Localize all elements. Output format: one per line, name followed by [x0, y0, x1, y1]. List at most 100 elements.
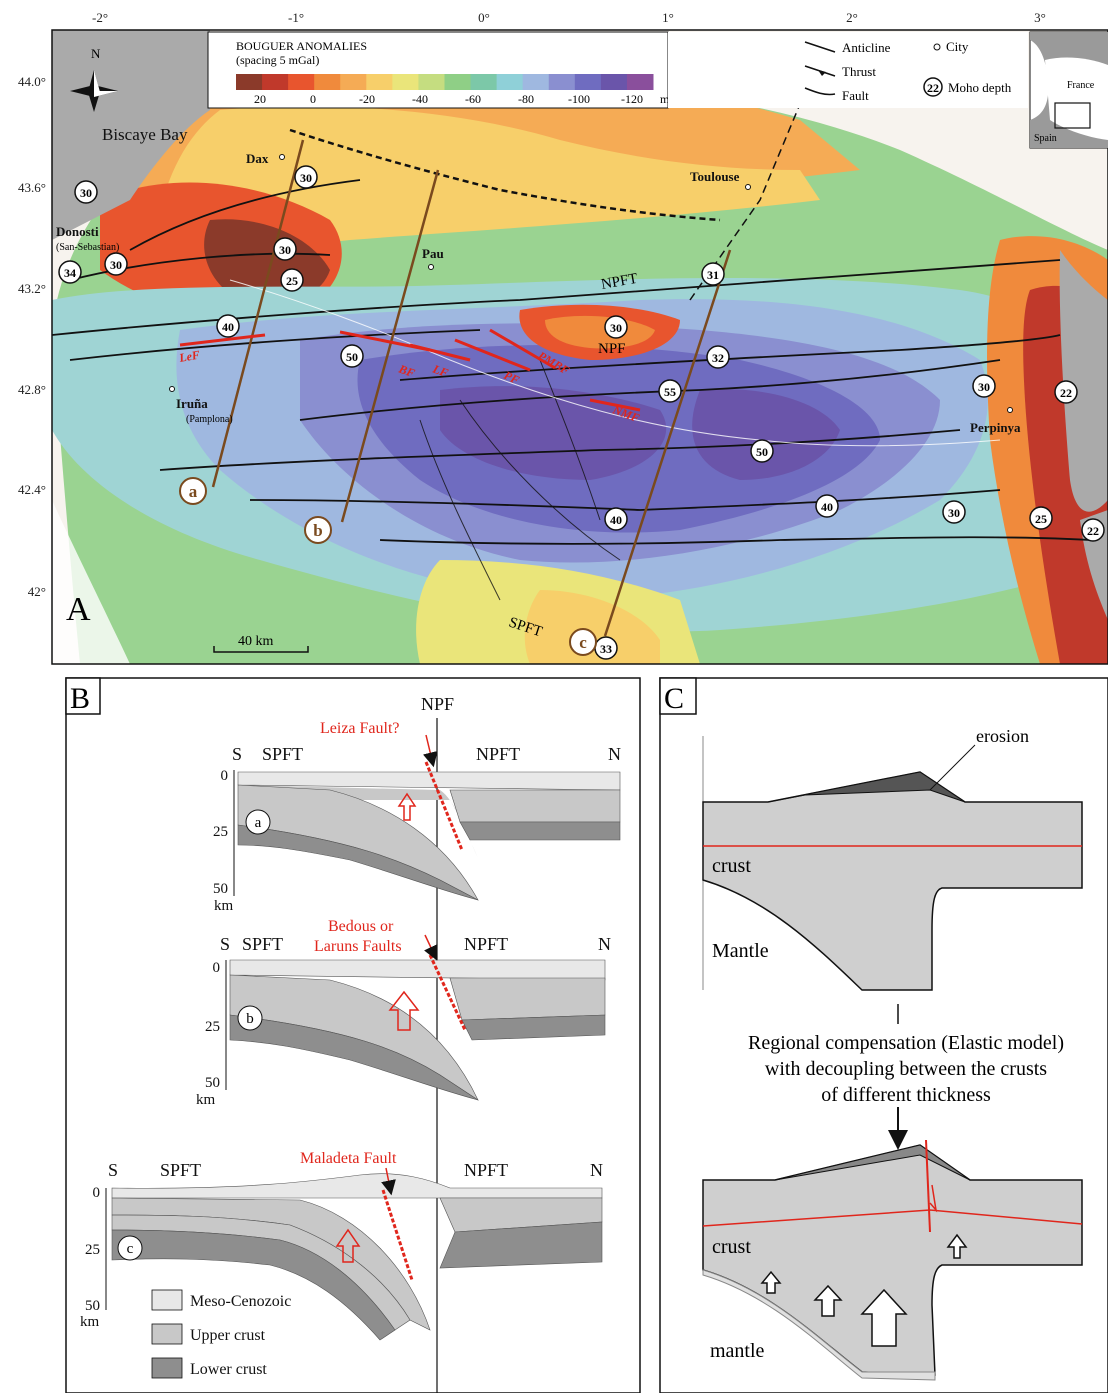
place-labels: Biscaye Bay Dax Donosti (San-Sebastian) … [56, 125, 1021, 435]
moho-depth-value: 33 [600, 642, 612, 656]
caption-line-1: Regional compensation (Elastic model) [748, 1032, 1064, 1054]
moho-depth-value: 22 [1060, 386, 1072, 400]
section-c-spft: SPFT [160, 1160, 201, 1180]
moho-depth-marker: 40 [604, 507, 628, 531]
dax-label: Dax [246, 151, 269, 166]
erosion-label: erosion [976, 726, 1029, 746]
latitude-tick-labels: 44.0° 43.6° 43.2° 42.8° 42.4° 42° [18, 74, 46, 599]
colorbar-swatch [444, 74, 472, 90]
inset-map: France Spain [1029, 31, 1108, 149]
section-b-s: S [220, 934, 230, 954]
moho-depth-marker: 22 [1081, 518, 1105, 542]
lon-tick: -2° [92, 10, 108, 25]
moho-depth-value: 30 [610, 321, 622, 335]
lon-tick: 1° [662, 10, 674, 25]
donosti-label: Donosti [56, 224, 99, 239]
toulouse-label: Toulouse [690, 169, 740, 184]
moho-depth-marker: 25 [1029, 506, 1053, 530]
iruna-label: Iruña [176, 396, 208, 411]
depth-tick: 50 [205, 1075, 220, 1091]
profile-c-label: c [579, 633, 587, 652]
moho-depth-value: 34 [64, 266, 76, 280]
longitude-tick-labels: -2° -1° 0° 1° 2° 3° [92, 10, 1046, 25]
section-c-id: c [127, 1241, 134, 1257]
moho-depth-marker: 30 [942, 500, 966, 524]
moho-depth-marker: 30 [273, 237, 297, 261]
depth-tick: 50 [213, 881, 228, 897]
legend-meso: Meso-Cenozoic [190, 1293, 291, 1310]
colorbar-tick: -80 [518, 92, 534, 106]
isostatic-arrows-icon [760, 1233, 968, 1347]
lat-tick: 42° [28, 584, 46, 599]
moho-depth-marker: 30 [604, 315, 628, 339]
legend-city: City [946, 39, 969, 54]
profile-a-label: a [189, 482, 198, 501]
pf-label: PF [502, 368, 522, 387]
profile-line-c [603, 249, 732, 637]
lon-tick: -1° [288, 10, 304, 25]
lat-tick: 42.4° [18, 482, 46, 497]
iruna-sub-label: (Pamplona) [186, 414, 233, 425]
biscaye-bay-label: Biscaye Bay [102, 125, 188, 144]
depth-unit: km [196, 1092, 216, 1108]
city-symbol [933, 43, 941, 51]
section-b: Bedous or Laruns Faults S SPFT NPFT N b … [196, 918, 611, 1108]
moho-depth-marker: 30 [972, 374, 996, 398]
caption-line-3: of different thickness [821, 1084, 991, 1106]
legend-thrust: Thrust [842, 64, 876, 79]
uplift-arrow-icon [397, 792, 417, 821]
cross-section-panel: B NPF Leiza Fault? S SPFT NPFT N a 0 25 … [65, 677, 641, 1394]
colorbar-tick: -60 [465, 92, 481, 106]
moho-symbol [923, 77, 943, 97]
section-legend: Meso-Cenozoic Upper crust Lower crust [151, 1289, 291, 1379]
colorbar-tick: 0 [310, 92, 316, 106]
moho-depth-value: 50 [346, 350, 358, 364]
lef-label: LeF [177, 348, 201, 366]
section-c-s: S [108, 1160, 118, 1180]
profile-line-b [340, 169, 440, 523]
pau-label: Pau [422, 246, 444, 261]
lon-tick: 0° [478, 10, 490, 25]
north-label: N [91, 46, 101, 61]
thrust-symbol [818, 70, 826, 76]
moho-depth-marker: 55 [658, 379, 682, 403]
moho-depth-marker: 22 [1054, 380, 1078, 404]
depth-tick: 0 [221, 768, 229, 784]
lat-tick: 42.8° [18, 382, 46, 397]
section-b-id: b [246, 1011, 254, 1027]
panel-c-letter: C [664, 682, 684, 715]
colorbar-swatch [340, 74, 367, 90]
section-a-fault-label: Leiza Fault? [320, 720, 400, 737]
npf-label: NPF [598, 341, 626, 357]
lat-tick: 43.6° [18, 180, 46, 195]
thrust-lines [52, 179, 1091, 545]
moho-depth-value: 25 [1035, 512, 1047, 526]
section-c-fault-label: Maladeta Fault [300, 1150, 397, 1167]
section-a-spft: SPFT [262, 744, 303, 764]
lat-tick: 43.2° [18, 281, 46, 296]
perpinya-label: Perpinya [970, 420, 1021, 435]
scale-label: 40 km [238, 634, 274, 649]
depth-unit: km [214, 898, 234, 914]
moho-depth-marker: 30 [104, 252, 128, 276]
moho-depth-value: 31 [707, 268, 719, 282]
moho-depth-marker: 40 [815, 494, 839, 518]
profile-lines [211, 139, 732, 637]
colorbar-swatch [262, 74, 289, 90]
npft-label: NPFT [600, 271, 639, 293]
section-b-npft: NPFT [464, 934, 508, 954]
colorbar-swatches [236, 74, 654, 90]
colorbar-swatch [600, 74, 628, 90]
uplift-arrow-icon [388, 990, 420, 1031]
section-c-n: N [590, 1160, 603, 1180]
bf-label: BF [396, 361, 417, 380]
colorbar-swatch [418, 74, 445, 90]
moho-depth-value: 30 [948, 506, 960, 520]
crust-top-label: crust [712, 855, 751, 877]
colorbar-swatch [236, 74, 263, 90]
colorbar-swatch [548, 74, 576, 90]
moho-depth-value: 50 [756, 445, 768, 459]
moho-depth-marker: 31 [701, 262, 725, 286]
colorbar-swatch [288, 74, 315, 90]
